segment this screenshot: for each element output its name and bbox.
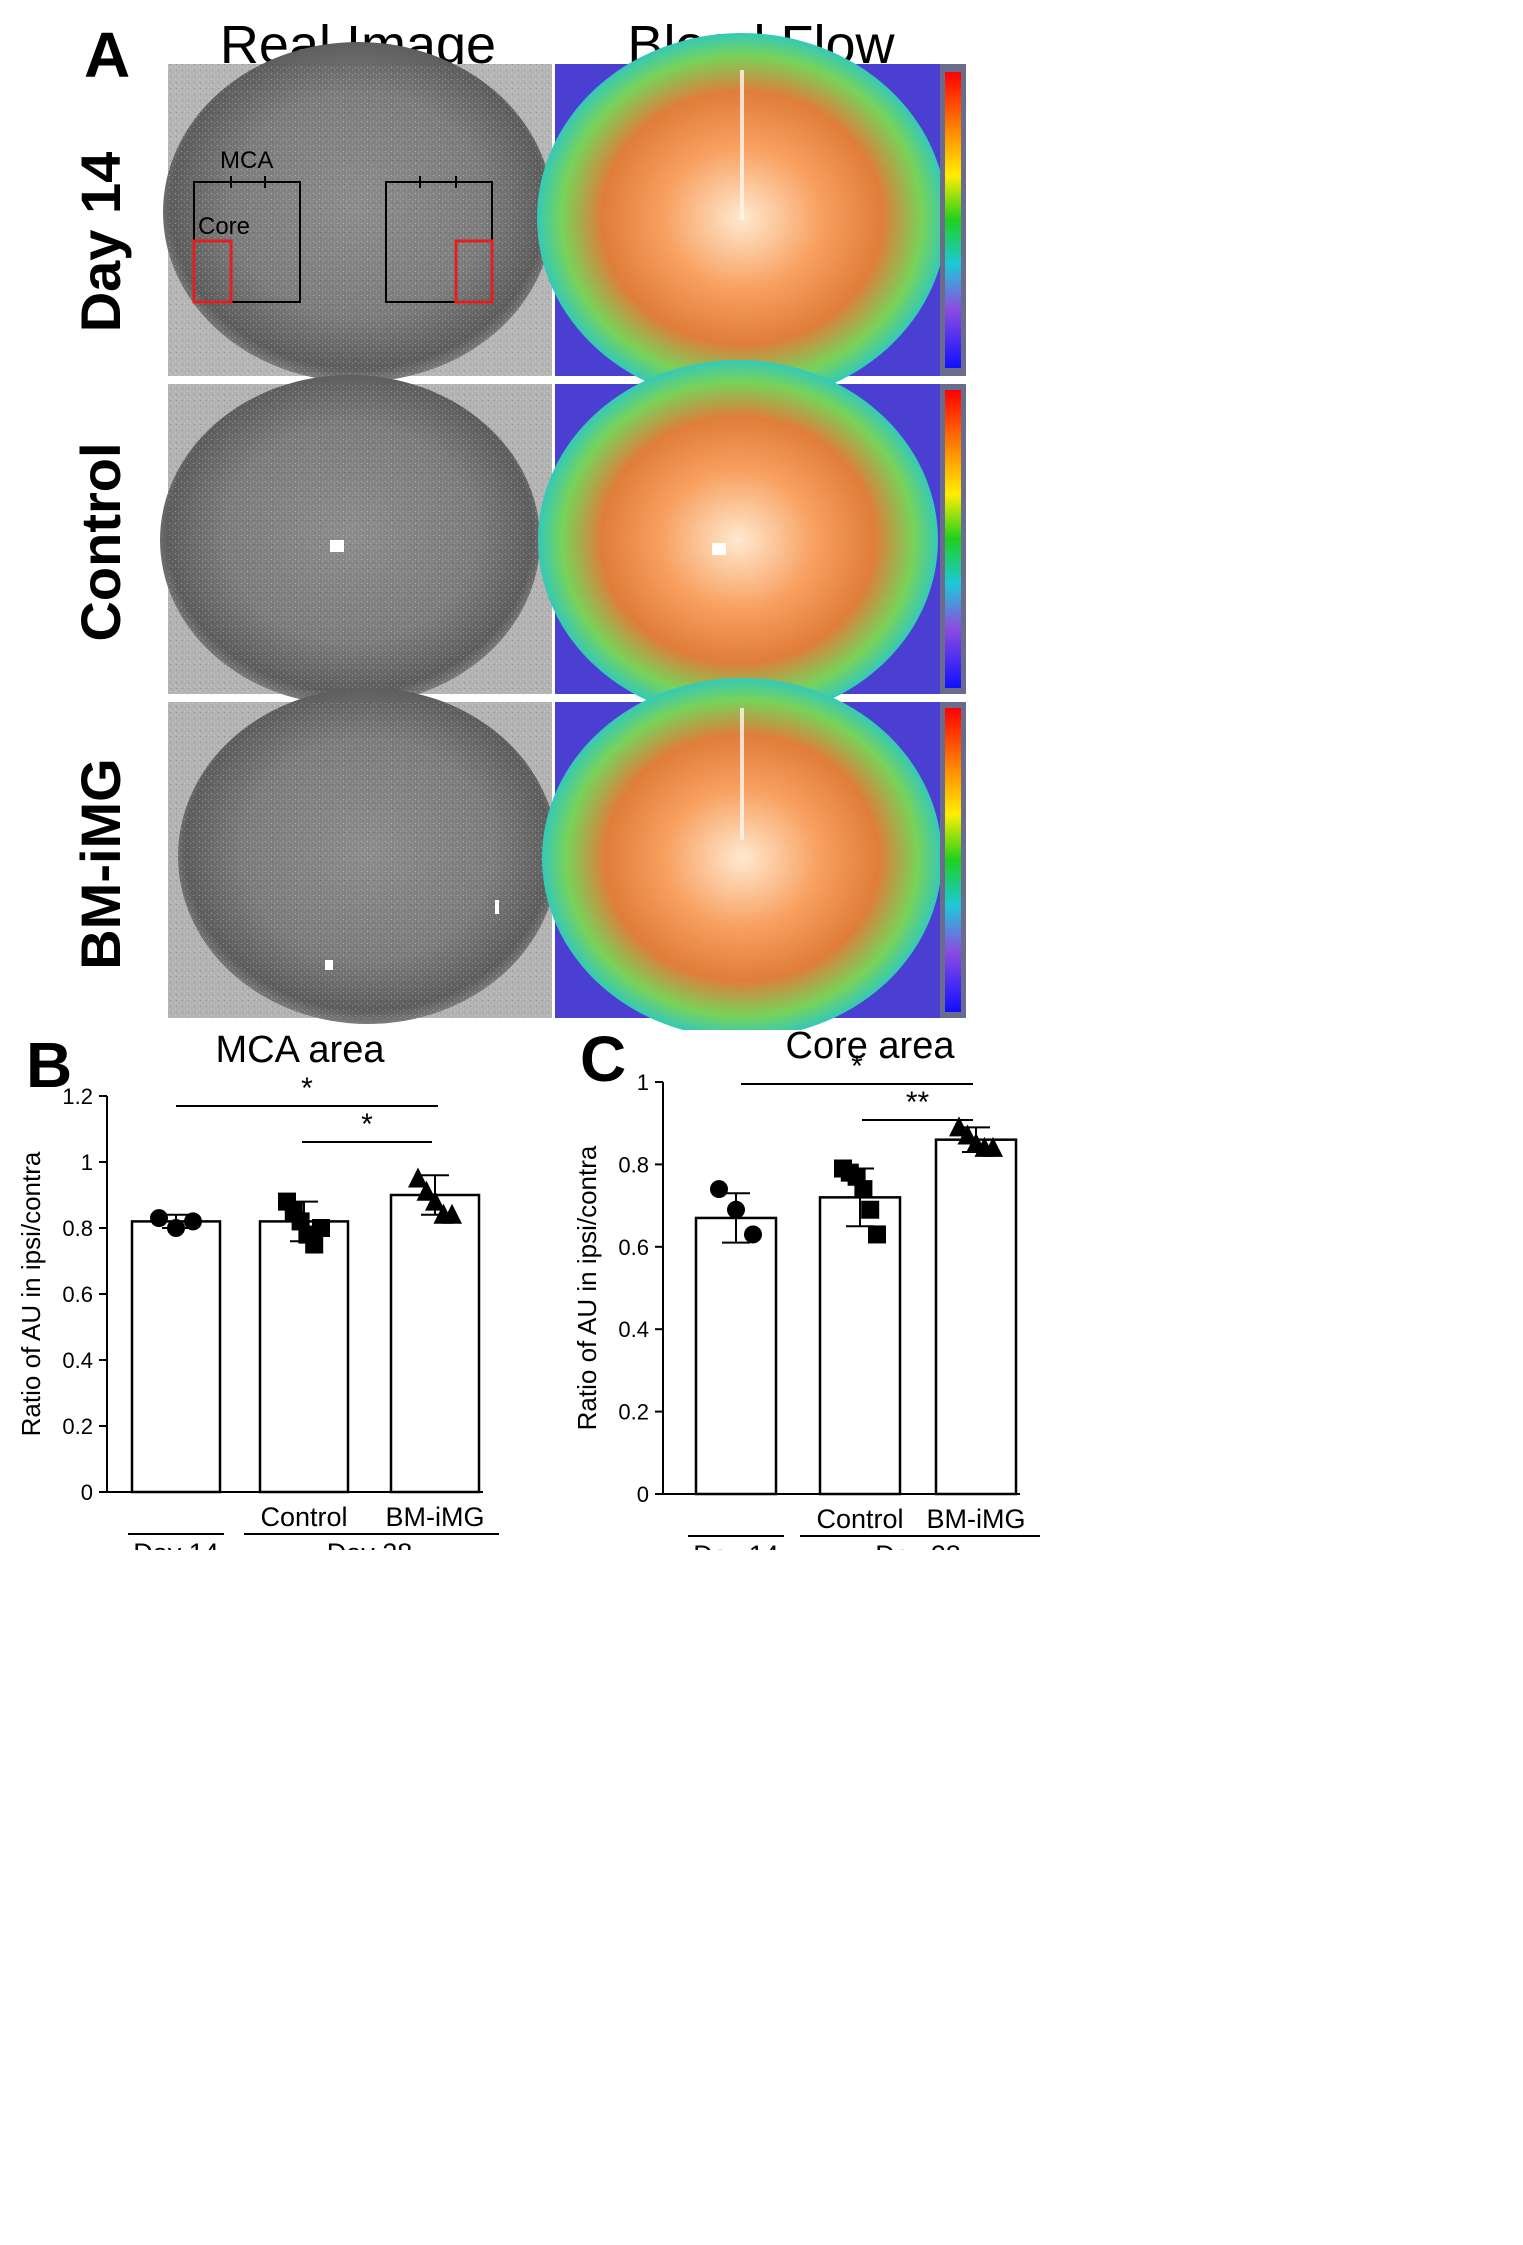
significance-label: *	[301, 1072, 313, 1105]
x-label: BM-iMG	[386, 1502, 485, 1532]
data-point	[442, 1203, 462, 1224]
y-tick-label: 0.2	[618, 1400, 649, 1425]
x-label: Control	[816, 1504, 903, 1534]
significance-label: *	[851, 1050, 863, 1083]
colorbar-day14	[940, 64, 966, 376]
y-tick-label: 1.2	[62, 1084, 93, 1109]
y-tick-label: 0.2	[62, 1414, 93, 1439]
blood-flow-control	[538, 360, 940, 720]
colorbar-control	[940, 384, 966, 694]
x-label-day14: Day 14	[693, 1540, 779, 1550]
chart-title: Core area	[786, 1030, 956, 1067]
data-point	[868, 1225, 886, 1244]
panel-a-images: MCA Core	[160, 33, 966, 1030]
significance-label: **	[906, 1086, 930, 1119]
colorbar-bm-img	[940, 702, 966, 1018]
panel-c-letter: C	[580, 1023, 627, 1095]
data-point	[184, 1212, 202, 1231]
y-tick-label: 0	[637, 1482, 649, 1507]
bar	[389, 1193, 481, 1494]
data-point	[312, 1219, 330, 1237]
panel-b-letter: B	[26, 1029, 73, 1101]
roi-core-right	[454, 239, 494, 304]
chart-core-area: Core area 0 0.2 0.4 0.6 0.8 1 Ratio of AU in ip…	[572, 1030, 1040, 1550]
y-tick-label: 1	[81, 1150, 93, 1175]
data-point	[425, 1190, 445, 1211]
y-axis-label: Ratio of AU in ipsi/contra	[572, 1145, 602, 1430]
y-tick-label: 0.8	[62, 1216, 93, 1241]
bar	[818, 1196, 902, 1496]
significance-label: *	[361, 1108, 373, 1141]
chart-title: MCA area	[216, 1030, 386, 1071]
data-point	[854, 1180, 873, 1199]
blood-flow-day14	[537, 33, 947, 403]
x-group-label-day28: Day 28	[875, 1540, 961, 1550]
y-tick-label: 0	[81, 1480, 93, 1505]
y-tick-label: 0.8	[618, 1152, 649, 1177]
data-point	[305, 1235, 324, 1254]
y-axis-label: Ratio of AU in ipsi/contra	[16, 1151, 46, 1436]
y-tick-label: 0.6	[62, 1282, 93, 1307]
y-tick-label: 0.4	[618, 1317, 649, 1342]
data-point	[949, 1116, 969, 1137]
real-image-bm-img	[168, 688, 558, 1024]
x-group-label-day28: Day 28	[327, 1538, 413, 1550]
bar	[934, 1138, 1018, 1496]
data-point	[167, 1219, 185, 1237]
roi-label-mca: MCA	[220, 147, 273, 174]
real-image-control	[160, 375, 552, 705]
x-label-day14: Day 14	[133, 1538, 219, 1550]
data-point	[150, 1209, 168, 1228]
data-point	[983, 1136, 1003, 1157]
bar	[130, 1220, 222, 1494]
x-label: BM-iMG	[927, 1504, 1026, 1534]
data-point	[861, 1200, 880, 1219]
bar	[694, 1216, 778, 1496]
bar	[258, 1220, 350, 1494]
data-point	[727, 1200, 745, 1219]
y-tick-label: 0.6	[618, 1235, 649, 1260]
x-label: Control	[260, 1502, 347, 1532]
chart-mca-area: MCA area 0 0.2 0.4 0.6 0.8 1 1.2 Ratio of AU in …	[16, 1030, 499, 1550]
data-point	[710, 1180, 728, 1199]
data-point	[408, 1167, 428, 1188]
roi-core-left	[192, 239, 233, 304]
real-image-day14	[163, 42, 553, 382]
data-point	[416, 1180, 437, 1201]
panel-a-letter: A	[84, 19, 131, 91]
roi-label-core: Core	[198, 213, 250, 240]
data-point	[957, 1124, 978, 1145]
y-tick-label: 0.4	[62, 1348, 93, 1373]
y-tick-label: 1	[637, 1070, 649, 1095]
data-point	[744, 1225, 762, 1244]
blood-flow-bm-img	[542, 678, 942, 1030]
